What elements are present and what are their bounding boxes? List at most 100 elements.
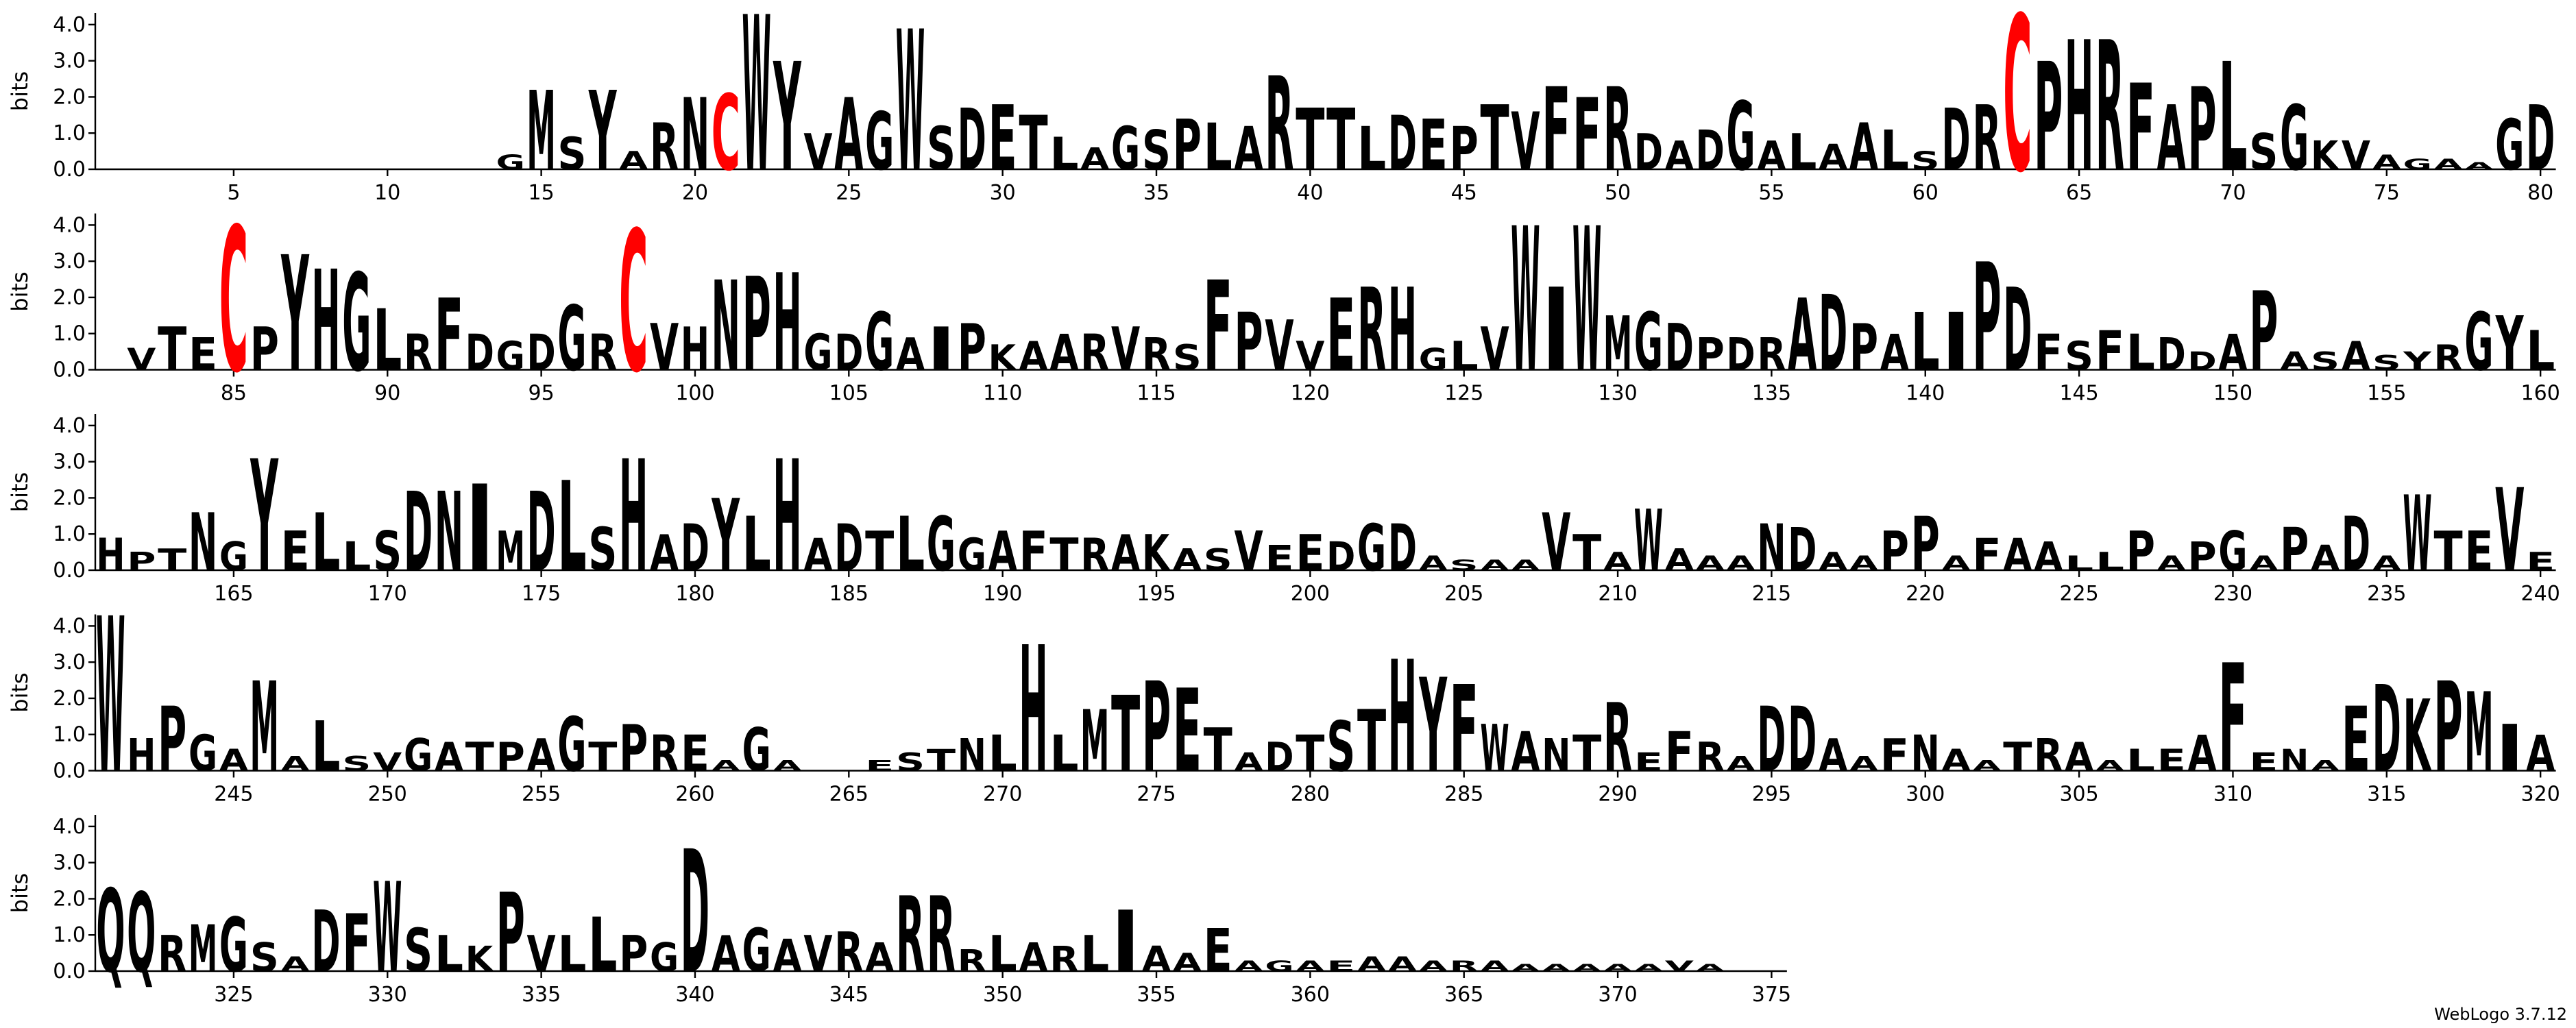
logo-letter: T <box>1296 725 1324 783</box>
logo-letter: A <box>2095 757 2124 774</box>
x-tick-label: 305 <box>2059 783 2098 807</box>
logo-letter: A <box>2249 552 2278 575</box>
logo-letter: G <box>2280 87 2309 191</box>
x-tick-label: 285 <box>1444 783 1483 807</box>
logo-letter: S <box>250 934 279 981</box>
x-tick-label: 165 <box>214 582 253 606</box>
logo-letter: L <box>2126 744 2155 778</box>
logo-letter: S <box>404 916 433 986</box>
logo-letter: R <box>1357 265 1386 397</box>
logo-letter: V <box>1511 97 1540 188</box>
logo-letter: A <box>2372 552 2401 575</box>
logo-letter: A <box>2464 160 2493 172</box>
logo-letter: T <box>158 315 186 384</box>
x-tick-label: 185 <box>829 582 868 606</box>
logo-letter: E <box>1173 665 1202 798</box>
logo-letter: D <box>1265 733 1293 780</box>
logo-letter: I <box>1942 297 1971 389</box>
x-tick-label: 350 <box>983 983 1022 1007</box>
y-tick-label: 3.0 <box>53 49 86 73</box>
logo-letter: V <box>2495 465 2524 598</box>
logo-letter: A <box>1296 957 1324 975</box>
logo-letter: V <box>1296 334 1325 380</box>
logo-letter: A <box>2157 552 2186 575</box>
logo-letter: A <box>1049 325 1079 382</box>
logo-letter: S <box>896 748 925 777</box>
logo-letter: A <box>1819 730 1848 782</box>
logo-letter: F <box>1972 528 2001 580</box>
logo-letter: V <box>1480 315 1509 384</box>
logo-letter: K <box>1142 524 1171 582</box>
y-tick-label: 4.0 <box>53 213 86 237</box>
logo-letter: Y <box>2495 302 2524 388</box>
logo-letter: M <box>1080 693 1109 791</box>
logo-letter: F <box>1450 660 1479 799</box>
logo-letter: S <box>1911 147 1940 175</box>
logo-letter: A <box>1173 948 1202 977</box>
logo-letter: A <box>2342 334 2371 380</box>
logo-letter: L <box>588 903 617 990</box>
logo-letter: G <box>1357 511 1386 585</box>
logo-letter: A <box>1849 552 1878 575</box>
logo-letter: W <box>373 857 402 1001</box>
logo-letter: D <box>1819 273 1847 395</box>
y-tick-label: 1.0 <box>53 522 86 546</box>
x-tick-label: 55 <box>1758 181 1784 205</box>
logo-letter: P <box>2249 269 2278 396</box>
logo-letter: L <box>2065 552 2093 575</box>
logo-letter: D <box>1757 689 1786 792</box>
logo-letter: A <box>2280 347 2309 376</box>
x-tick-label: 360 <box>1291 983 1330 1007</box>
logo-letter: F <box>2095 319 2124 383</box>
logo-letter: D <box>2188 347 2217 376</box>
logo-letter: R <box>927 874 956 996</box>
x-tick-label: 60 <box>1912 181 1939 205</box>
logo-letter: W <box>1572 186 1601 417</box>
logo-letter: V <box>1665 957 1694 975</box>
logo-letter: P <box>496 871 525 998</box>
logo-letter: A <box>1173 542 1202 577</box>
logo-letter: A <box>1696 962 1725 974</box>
logo-letter: E <box>1296 524 1324 582</box>
logo-letter: H <box>311 241 340 402</box>
y-tick-label: 2.0 <box>53 286 86 310</box>
y-tick-label: 1.0 <box>53 723 86 747</box>
logo-letter: D <box>1388 511 1417 585</box>
logo-letter: W <box>896 0 925 215</box>
logo-letter: K <box>2403 678 2432 794</box>
logo-letter: A <box>1665 134 1694 180</box>
logo-letter: G <box>865 97 894 188</box>
x-tick-label: 15 <box>528 181 555 205</box>
logo-letter: V <box>1542 498 1570 589</box>
x-tick-label: 40 <box>1297 181 1323 205</box>
logo-letter: V <box>127 342 156 377</box>
logo-letter: R <box>1080 324 1109 382</box>
logo-letter: D <box>527 469 556 596</box>
logo-letter: P <box>619 712 648 787</box>
y-tick-label: 2.0 <box>53 887 86 911</box>
x-tick-label: 190 <box>983 582 1022 606</box>
logo-letter: A <box>834 77 863 193</box>
x-tick-label: 175 <box>522 582 561 606</box>
logo-letter: A <box>988 521 1017 584</box>
logo-letter: H <box>127 729 156 781</box>
y-tick-label: 2.0 <box>53 687 86 711</box>
y-tick-label: 3.0 <box>53 450 86 474</box>
logo-letter: S <box>927 114 956 184</box>
logo-letter: Y <box>773 32 801 205</box>
logo-letter: G <box>1265 957 1293 975</box>
x-tick-label: 95 <box>528 382 555 406</box>
x-tick-label: 30 <box>990 181 1016 205</box>
logo-letter: A <box>1603 962 1632 974</box>
logo-letter: V <box>527 926 557 983</box>
x-tick-label: 345 <box>829 983 868 1007</box>
logo-letter: T <box>465 734 494 781</box>
logo-letter: N <box>1542 729 1570 781</box>
logo-letter: D <box>2526 87 2555 191</box>
logo-letter: A <box>1665 542 1694 577</box>
logo-letter: L <box>2526 320 2555 383</box>
x-tick-label: 20 <box>682 181 708 205</box>
logo-letter: E <box>1419 105 1448 186</box>
logo-letter: A <box>2372 151 2401 174</box>
x-tick-label: 35 <box>1143 181 1169 205</box>
